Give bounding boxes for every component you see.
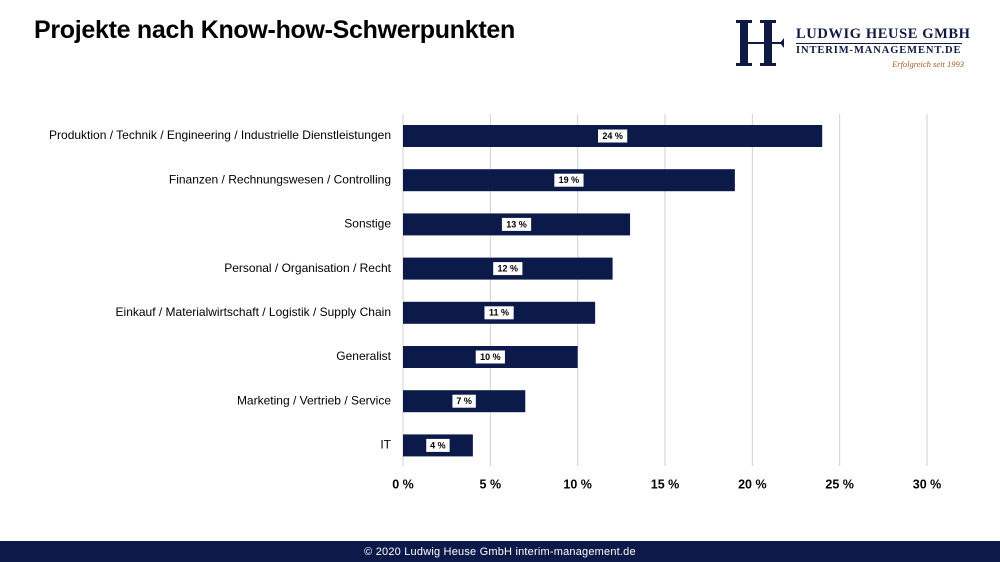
category-labels: Produktion / Technik / Engineering / Ind… [49,128,392,451]
data-label: 4 % [430,440,446,450]
x-tick-label: 5 % [480,477,502,491]
x-axis-tick-labels: 0 % 5 % 10 % 15 % 20 % 25 % 30 % [392,477,941,491]
x-tick-label: 25 % [825,477,854,491]
footer-bar: © 2020 Ludwig Heuse GmbH interim-managem… [0,541,1000,562]
data-label-box [501,217,532,231]
data-label-box [554,173,584,187]
category-label: Personal / Organisation / Recht [224,261,391,275]
footer-copyright: © 2020 Ludwig Heuse GmbH interim-managem… [364,545,636,558]
data-label-box [484,306,514,320]
data-label: 13 % [506,219,527,229]
x-tick-label: 15 % [651,477,680,491]
category-label: Generalist [336,349,391,363]
data-label: 10 % [480,352,501,362]
data-label-box [426,438,450,452]
category-label: Marketing / Vertrieb / Service [237,393,391,407]
bar-chart: 24 % 19 % 13 % 12 % 11 % 10 % 7 % 4 % Produktio… [49,114,941,491]
logo-tagline: Erfolgreich seit 1993 [892,59,964,69]
logo-company-name: LUDWIG HEUSE GMBH [796,26,971,42]
data-label-box [475,350,505,364]
data-label-box [598,129,628,143]
company-logo: LUDWIG HEUSE GMBH INTERIM-MANAGEMENT.DE … [734,18,974,72]
x-tick-label: 0 % [392,477,414,491]
data-label-box [493,262,523,276]
bars: 24 % 19 % 13 % 12 % 11 % 10 % 7 % 4 % [403,125,823,457]
category-label: Sonstige [344,217,391,231]
category-label: Finanzen / Rechnungswesen / Controlling [169,172,391,186]
data-label: 24 % [602,131,623,141]
category-label: Einkauf / Materialwirtschaft / Logistik … [116,305,391,319]
logo-website: INTERIM-MANAGEMENT.DE [796,45,962,56]
data-label: 12 % [498,263,519,273]
x-tick-label: 30 % [913,477,942,491]
data-label: 11 % [489,308,509,318]
data-label-box [452,394,476,408]
x-tick-label: 20 % [738,477,767,491]
x-tick-label: 10 % [563,477,592,491]
category-label: IT [380,438,391,452]
grid-lines [402,114,928,466]
page-title: Projekte nach Know-how-Schwerpunkten [34,16,515,44]
logo-divider [796,43,962,44]
data-label: 7 % [456,396,472,406]
logo-monogram-icon [736,20,784,66]
data-label: 19 % [559,175,580,185]
category-label: Produktion / Technik / Engineering / Ind… [49,128,391,142]
